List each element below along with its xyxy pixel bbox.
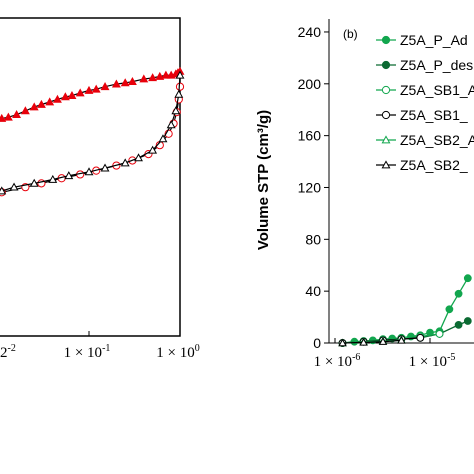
panel-a: 2-2 1 × 10-1 1 × 100 (0, 17, 200, 361)
panel-a-plot-frame (0, 17, 181, 337)
panel-a-x-tick-label: 2-2 (0, 343, 16, 361)
panel-b-y-tick-label: 120 (298, 179, 322, 195)
panel-a-series-2-point (148, 145, 158, 154)
panel-b-series-5-point (378, 337, 388, 345)
legend-label: Z5A_P_Ad (400, 32, 468, 48)
panel-a-series-0-point (75, 88, 85, 97)
panel-a-series-0-point (60, 92, 70, 101)
panel-b-x-ticks: 1 × 10-6 1 × 10-5 (314, 338, 456, 370)
panel-a-series-0-point (36, 99, 46, 108)
legend-marker (381, 85, 391, 95)
panel-a-series-2-point (158, 134, 168, 143)
panel-a-series-2-point (48, 174, 58, 183)
panel-b-series-3-point (416, 333, 425, 342)
panel-b-series-5-point (338, 338, 347, 347)
panel-a-series-0-point (127, 76, 137, 85)
panel-b-legend: Z5A_P_Ad Z5A_P_des Z5A_SB1_A Z5A_SB1_ Z5A_SB… (376, 32, 474, 173)
panel-a-series-0-point (120, 78, 130, 87)
panel-a-series-0-point (52, 94, 62, 103)
panel-b-y-tick-label: 40 (305, 283, 321, 299)
panel-a-series-2-point (171, 106, 181, 115)
panel-a-series-0-point (100, 82, 110, 91)
panel-a-series-0-point (45, 97, 55, 106)
legend-label: Z5A_SB1_A (400, 82, 474, 98)
panel-a-series-2-point (0, 186, 7, 195)
panel-b-x-tick-label: 1 × 10-5 (409, 352, 456, 370)
legend-entry: Z5A_P_des (376, 57, 473, 73)
panel-b: 0 40 80 120 160 200 240 1 × 10-6 1 × 10-5 Volum… (255, 19, 474, 370)
panel-b-series-5-point (359, 337, 368, 346)
panel-b-series-1-point (454, 320, 463, 329)
panel-a-series-0-point (91, 84, 101, 93)
panel-a-series-0-point (12, 110, 22, 119)
panel-a-marks (0, 66, 185, 197)
panel-b-series-5-point (397, 335, 406, 344)
panel-a-series-0-point (67, 90, 77, 99)
panel-b-series-5-line (342, 339, 402, 344)
panel-a-series-2-point (120, 158, 130, 167)
panel-a-series-0-point (20, 106, 30, 115)
panel-b-series-0-point (445, 305, 454, 314)
panel-a-series-2-point (175, 70, 185, 79)
legend-label: Z5A_SB2_ (400, 157, 468, 173)
panel-a-series-0-point (84, 85, 94, 94)
panel-a-series-0-point (3, 112, 13, 121)
legend-entry: Z5A_SB2_A (376, 132, 474, 148)
panel-b-y-ticks: 0 40 80 120 160 200 240 (298, 24, 329, 351)
panel-b-marks (338, 274, 472, 347)
panel-b-series-1-point (463, 317, 472, 325)
panel-a-series-2-point (134, 153, 143, 162)
panel-b-y-tick-label: 160 (298, 128, 322, 144)
panel-a-series-0-point (161, 70, 171, 79)
legend-marker (381, 135, 391, 144)
legend-entry: Z5A_SB1_ (376, 107, 468, 123)
panel-b-y-tick-label: 80 (305, 231, 321, 247)
panel-a-series-0-point (155, 71, 165, 80)
legend-entry: Z5A_P_Ad (376, 32, 468, 48)
legend-entry: Z5A_SB1_A (376, 82, 474, 98)
panel-a-series-0-point (148, 73, 158, 82)
panel-a-series-1-line (1, 86, 181, 193)
panel-a-x-ticks: 2-2 1 × 10-1 1 × 100 (0, 331, 200, 361)
panel-b-y-tick-label: 0 (313, 335, 321, 351)
panel-a-series-2-point (64, 171, 74, 180)
panel-a-series-2-point (166, 120, 176, 129)
panel-b-x-tick-label: 1 × 10-6 (314, 352, 361, 370)
legend-label: Z5A_SB1_ (400, 107, 468, 123)
legend-marker (381, 60, 391, 70)
legend-marker (381, 110, 391, 120)
panel-a-series-2-point (9, 182, 19, 191)
panel-a-series-0-point (0, 113, 7, 122)
legend-label: Z5A_P_des (400, 57, 473, 73)
panel-b-label: (b) (343, 27, 358, 41)
panel-b-y-tick-label: 240 (298, 24, 322, 40)
legend-label: Z5A_SB2_A (400, 132, 474, 148)
panel-a-series-2-point (100, 163, 110, 172)
panel-a-x-tick-label: 1 × 10-1 (64, 343, 111, 361)
panel-a-series-0-point (139, 74, 149, 83)
panel-b-series-0-point (463, 274, 472, 283)
panel-b-y-tick-label: 200 (298, 76, 322, 92)
legend-marker (381, 160, 391, 169)
panel-a-series-2-point (84, 167, 94, 176)
panel-a-x-tick-label: 1 × 100 (156, 343, 199, 361)
panel-a-series-2-point (29, 178, 39, 187)
legend-marker (381, 35, 391, 45)
panel-a-series-2-point (174, 89, 184, 98)
panel-b-series-2-point (435, 330, 444, 338)
panel-b-y-axis-label: Volume STP (cm³/g) (255, 110, 272, 250)
panel-a-series-0-point (29, 102, 39, 111)
panel-a-series-0-point (111, 79, 121, 88)
legend-entry: Z5A_SB2_ (376, 157, 468, 173)
panel-b-series-0-point (454, 289, 463, 298)
